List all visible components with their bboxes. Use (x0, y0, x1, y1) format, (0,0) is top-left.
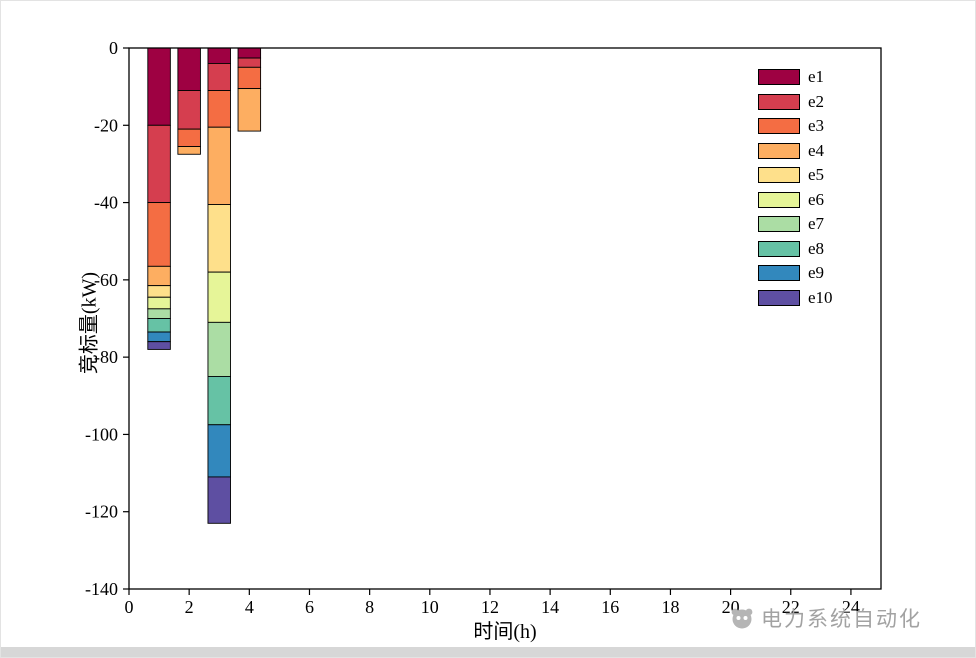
legend-label-e10: e10 (808, 287, 833, 307)
bar-segment-e5-h1 (147, 285, 171, 298)
legend: e1 e2 e3 e4 e5 e6 e7 e8 e9 e10 (758, 65, 833, 310)
legend-item-e4: e4 (758, 139, 833, 164)
legend-item-e3: e3 (758, 114, 833, 139)
y-axis-label: 竞标量(kW) (78, 271, 101, 375)
y-tick-label: 0 (109, 38, 118, 58)
x-tick-label: 8 (365, 597, 374, 617)
x-tick-label: 14 (541, 597, 559, 617)
legend-item-e2: e2 (758, 90, 833, 115)
y-tick-label: -100 (85, 424, 118, 444)
legend-item-e9: e9 (758, 261, 833, 286)
bar-segment-e2-h3 (207, 63, 231, 91)
legend-label-e2: e2 (808, 91, 825, 111)
bar-segment-e5-h3 (207, 204, 231, 273)
legend-label-e9: e9 (808, 263, 825, 283)
legend-swatch-e7 (758, 216, 800, 233)
bar-segment-e3-h1 (147, 202, 171, 267)
legend-swatch-e1 (758, 69, 800, 86)
legend-swatch-e9 (758, 265, 800, 282)
legend-swatch-e3 (758, 118, 800, 135)
y-tick-label: -40 (94, 193, 118, 213)
bar-segment-e7-h3 (207, 321, 231, 377)
bar-segment-e8-h3 (207, 376, 231, 426)
legend-label-e8: e8 (808, 238, 825, 258)
legend-item-e7: e7 (758, 212, 833, 237)
legend-swatch-e5 (758, 167, 800, 184)
bar-segment-e1-h1 (147, 47, 171, 126)
y-tick-label: -20 (94, 115, 118, 135)
bar-segment-e1-h3 (207, 47, 231, 64)
bar-segment-e2-h2 (177, 90, 201, 130)
bar-segment-e9-h3 (207, 424, 231, 478)
x-tick-label: 18 (661, 597, 679, 617)
legend-item-e6: e6 (758, 188, 833, 213)
y-tick-label: -140 (85, 579, 118, 599)
watermark-text: 电力系统自动化 (761, 608, 922, 631)
bar-segment-e6-h3 (207, 271, 231, 323)
watermark-logo-icon (729, 605, 755, 631)
legend-item-e5: e5 (758, 163, 833, 188)
bar-segment-e7-h1 (147, 308, 171, 319)
legend-label-e1: e1 (808, 67, 825, 87)
bar-segment-e2-h4 (237, 57, 262, 68)
legend-item-e1: e1 (758, 65, 833, 90)
x-tick-label: 12 (481, 597, 499, 617)
bar-segment-e4-h3 (207, 126, 231, 205)
x-tick-label: 22 (782, 597, 800, 617)
x-tick-label: 16 (601, 597, 619, 617)
legend-swatch-e8 (758, 240, 800, 257)
bar-segment-e10-h1 (147, 341, 171, 350)
watermark: 电力系统自动化 (729, 603, 922, 633)
y-tick-label: -80 (94, 347, 118, 367)
bar-segment-e2-h1 (147, 124, 171, 204)
legend-swatch-e2 (758, 93, 800, 110)
bar-segment-e1-h4 (237, 47, 262, 59)
x-tick-label: 10 (421, 597, 439, 617)
legend-label-e6: e6 (808, 189, 825, 209)
legend-item-e10: e10 (758, 286, 833, 311)
x-axis-label: 时间(h) (473, 621, 537, 643)
x-tick-label: 4 (245, 597, 254, 617)
y-tick-label: -120 (85, 502, 118, 522)
y-tick-label: -60 (94, 270, 118, 290)
legend-swatch-e6 (758, 191, 800, 208)
bar-segment-e9-h1 (147, 331, 171, 343)
legend-label-e3: e3 (808, 116, 825, 136)
bar-segment-e4-h1 (147, 265, 171, 287)
plot-box (128, 47, 882, 590)
x-tick-label: 24 (842, 597, 860, 617)
x-tick-label: 0 (125, 597, 134, 617)
legend-label-e4: e4 (808, 140, 825, 160)
bar-segment-e3-h4 (237, 66, 262, 90)
bar-segment-e3-h2 (177, 128, 201, 147)
bar-segment-e6-h1 (147, 296, 171, 310)
bar-segment-e4-h4 (237, 88, 262, 132)
legend-label-e7: e7 (808, 214, 825, 234)
bar-segment-e4-h2 (177, 146, 201, 155)
x-tick-label: 2 (185, 597, 194, 617)
bar-segment-e8-h1 (147, 318, 171, 333)
legend-item-e8: e8 (758, 237, 833, 262)
bar-segment-e3-h3 (207, 90, 231, 128)
bar-segment-e1-h2 (177, 47, 201, 91)
legend-swatch-e4 (758, 142, 800, 159)
legend-swatch-e10 (758, 289, 800, 306)
legend-label-e5: e5 (808, 165, 825, 185)
bar-segment-e10-h3 (207, 476, 231, 524)
x-tick-label: 6 (305, 597, 314, 617)
bottom-strip (1, 647, 975, 657)
